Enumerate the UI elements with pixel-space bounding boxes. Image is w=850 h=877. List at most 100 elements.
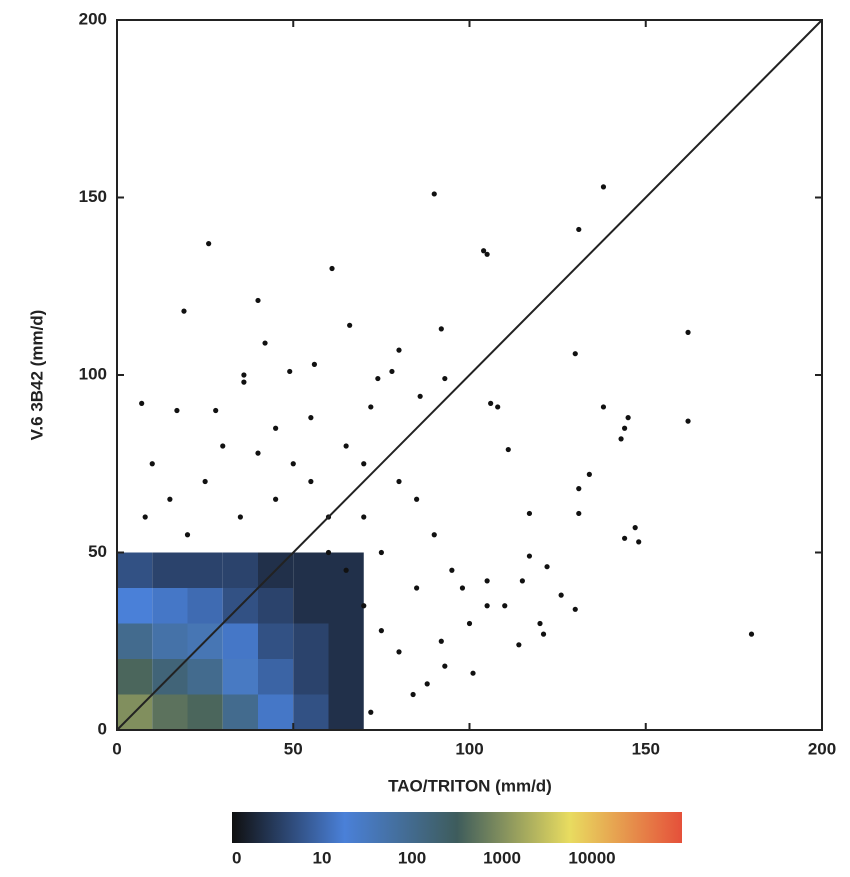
y-axis-title: V.6 3B42 (mm/d) <box>27 310 46 441</box>
point <box>622 425 628 431</box>
colorbar-tick-label: 10 <box>313 848 332 867</box>
point <box>287 368 293 375</box>
point <box>544 564 550 570</box>
point <box>526 510 533 517</box>
density-cell <box>258 623 294 659</box>
point <box>414 496 420 502</box>
point <box>442 663 448 669</box>
point <box>325 549 332 556</box>
point <box>273 425 279 431</box>
density-cell <box>152 552 188 588</box>
point <box>410 691 416 698</box>
point <box>484 251 490 257</box>
density-cell <box>187 588 223 624</box>
point <box>361 603 367 609</box>
density-cell <box>293 694 329 730</box>
point <box>368 709 374 715</box>
point <box>308 415 314 421</box>
point <box>622 535 628 541</box>
density-cell <box>117 552 153 588</box>
point <box>206 241 212 247</box>
density-cell <box>152 623 188 659</box>
x-tick-label: 0 <box>112 739 121 758</box>
density-cell <box>222 552 258 588</box>
point <box>572 606 578 612</box>
point <box>576 486 582 492</box>
colorbar <box>232 812 682 843</box>
point <box>378 628 384 634</box>
point <box>375 375 381 382</box>
density-cell <box>258 694 294 730</box>
point <box>748 631 755 637</box>
density-cell <box>117 623 153 659</box>
point <box>505 446 511 453</box>
density-cell <box>222 659 258 695</box>
point <box>459 585 466 591</box>
point <box>343 443 349 449</box>
point <box>442 375 448 382</box>
point <box>424 681 430 687</box>
point <box>167 496 173 502</box>
point <box>311 361 317 367</box>
point <box>417 393 423 399</box>
point <box>519 578 525 584</box>
point <box>685 329 691 335</box>
x-tick-label: 200 <box>808 739 836 758</box>
point <box>142 514 148 520</box>
point <box>343 567 349 573</box>
point <box>526 553 533 559</box>
point <box>625 415 631 421</box>
density-cell <box>187 694 223 730</box>
point <box>495 404 501 410</box>
point <box>181 308 187 314</box>
point <box>488 400 494 406</box>
point <box>184 532 191 538</box>
x-axis-title: TAO/TRITON (mm/d) <box>388 776 552 795</box>
point <box>262 340 268 346</box>
point <box>241 379 247 385</box>
point <box>213 407 219 414</box>
density-cell <box>117 659 153 695</box>
point <box>502 603 508 609</box>
y-tick-label: 150 <box>79 187 107 206</box>
point <box>241 372 247 378</box>
point <box>255 450 261 456</box>
point <box>414 585 420 591</box>
point <box>273 496 279 502</box>
density-cell <box>258 588 294 624</box>
density-cell <box>328 694 364 730</box>
point <box>685 418 691 424</box>
point <box>361 461 367 467</box>
point <box>481 248 487 254</box>
point <box>540 631 547 637</box>
y-tick-label: 0 <box>98 719 107 738</box>
density-cell <box>187 552 223 588</box>
point <box>438 638 444 644</box>
point <box>174 407 180 414</box>
point <box>484 578 490 584</box>
point <box>329 265 335 272</box>
density-cell <box>117 588 153 624</box>
point <box>396 347 402 353</box>
density-cell <box>328 659 364 695</box>
point <box>449 567 455 573</box>
point <box>290 461 296 467</box>
point <box>558 592 564 598</box>
y-tick-label: 200 <box>79 9 107 28</box>
colorbar-tick-label: 1000 <box>483 848 521 867</box>
point <box>139 400 145 406</box>
point <box>308 478 314 485</box>
density-cell <box>258 659 294 695</box>
density-cell <box>222 623 258 659</box>
point <box>237 514 243 520</box>
density-cell <box>328 588 364 624</box>
point <box>600 184 607 190</box>
point <box>618 436 624 442</box>
density-cell <box>293 552 329 588</box>
density-cell <box>152 588 188 624</box>
point <box>586 471 592 477</box>
point <box>431 191 437 197</box>
point <box>361 514 367 520</box>
x-tick-label: 100 <box>455 739 483 758</box>
